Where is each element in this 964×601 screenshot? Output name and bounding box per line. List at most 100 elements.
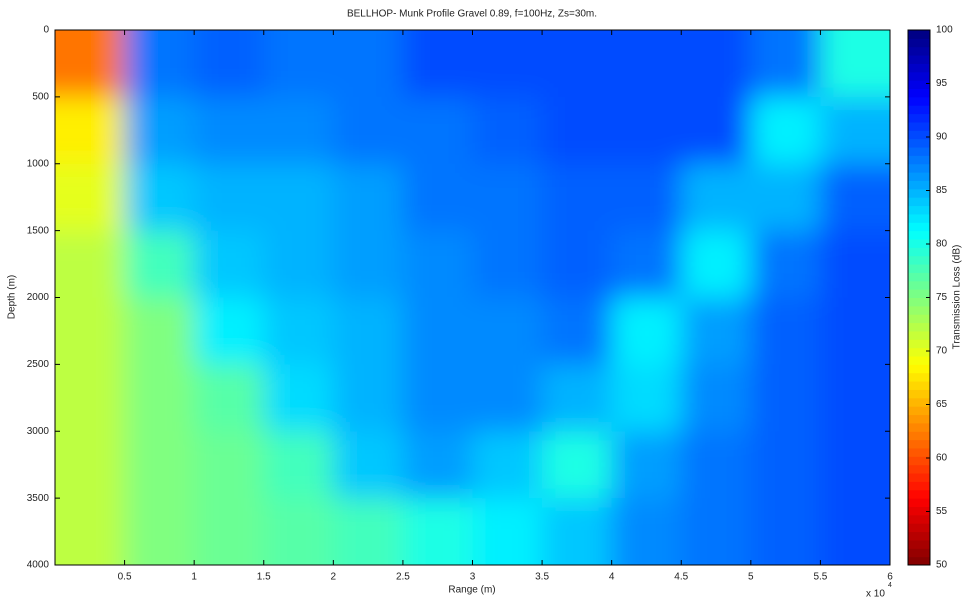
heatmap-cell (55, 230, 126, 298)
heatmap-cell (55, 431, 126, 499)
heatmap-cell (55, 96, 126, 165)
heatmap-cell (472, 163, 543, 232)
colorbar-segment (908, 456, 930, 466)
heatmap-cell (611, 96, 682, 165)
colorbar-segment (908, 280, 930, 290)
colorbar-segment (908, 523, 930, 533)
colorbar-segment (908, 188, 930, 198)
heatmap-cell (55, 364, 126, 432)
heatmap-cell (402, 431, 473, 499)
heatmap-cell (611, 230, 682, 298)
y-tick-label: 3500 (27, 493, 50, 504)
heatmap-cell (820, 431, 890, 499)
heatmap-cell (263, 163, 334, 232)
heatmap-cell (611, 498, 682, 565)
colorbar-label: Transmission Loss (dB) (952, 245, 963, 350)
colorbar-segment (908, 46, 930, 56)
colorbar-segment (908, 264, 930, 273)
colorbar-tick-label: 55 (936, 506, 948, 517)
colorbar-segment (908, 498, 930, 507)
colorbar-segment (908, 422, 930, 432)
y-tick-label: 3000 (27, 426, 50, 437)
colorbar-segment (908, 96, 930, 106)
heatmap-cell (402, 297, 473, 365)
heatmap-cell (333, 498, 404, 565)
colorbar-segment (908, 447, 930, 457)
heatmap-cell (750, 163, 821, 232)
colorbar-segment (908, 406, 930, 416)
heatmap-cell (472, 30, 543, 98)
x-tick-label: 5 (748, 572, 754, 583)
y-tick-label: 1000 (27, 158, 50, 169)
heatmap-cell (333, 30, 404, 98)
x-tick-label: 4 (609, 572, 615, 583)
heatmap-cell (333, 96, 404, 165)
colorbar-tick-label: 50 (936, 560, 948, 571)
colorbar (908, 30, 930, 566)
colorbar-segment (908, 473, 930, 482)
colorbar-segment (908, 138, 930, 148)
heatmap-cell (542, 163, 613, 232)
heatmap-cell (750, 498, 821, 565)
colorbar-segment (908, 439, 930, 449)
heatmap-cell (750, 297, 821, 365)
heatmap-cell (820, 96, 890, 165)
colorbar-segment (908, 38, 930, 48)
colorbar-segment (908, 155, 930, 165)
heatmap-cell (542, 30, 613, 98)
heatmap-cell (472, 96, 543, 165)
colorbar-tick-label: 90 (936, 132, 948, 143)
y-tick-label: 4000 (27, 560, 50, 571)
colorbar-segment (908, 105, 930, 115)
colorbar-segment (908, 121, 930, 131)
x-tick-label: 6 (887, 572, 893, 583)
heatmap-cell (750, 96, 821, 165)
colorbar-segment (908, 514, 930, 524)
heatmap-cell (472, 297, 543, 365)
colorbar-segment (908, 330, 930, 340)
heatmap-cell (55, 297, 126, 365)
colorbar-segment (908, 347, 930, 357)
colorbar-tick-label: 65 (936, 399, 948, 410)
colorbar-segment (908, 539, 930, 549)
heatmap-cell (611, 431, 682, 499)
x-tick-label: 5.5 (813, 572, 827, 583)
colorbar-tick-label: 95 (936, 78, 948, 89)
colorbar-segment (908, 63, 930, 73)
x-tick-label: 2.5 (396, 572, 410, 583)
heatmap-cell (263, 30, 334, 98)
colorbar-segment (908, 339, 930, 349)
colorbar-segment (908, 197, 930, 207)
colorbar-segment (908, 556, 930, 566)
heatmap-cell (124, 96, 195, 165)
colorbar-tick-label: 100 (936, 25, 953, 36)
x-tick-label: 4.5 (674, 572, 688, 583)
y-tick-label: 2500 (27, 359, 50, 370)
colorbar-segment (908, 414, 930, 424)
heatmap-cell (820, 498, 890, 565)
colorbar-tick-label: 80 (936, 239, 948, 250)
colorbar-tick-label: 60 (936, 453, 948, 464)
heatmap-cell (402, 96, 473, 165)
y-tick-label: 500 (32, 92, 49, 103)
heatmap-cell (333, 230, 404, 298)
colorbar-segment (908, 356, 930, 365)
heatmap-cell (194, 297, 265, 365)
colorbar-segment (908, 481, 930, 491)
x-tick-label: 1 (191, 572, 197, 583)
heatmap-cell (681, 498, 752, 565)
heatmap-cell (333, 431, 404, 499)
heatmap-cell (55, 163, 126, 232)
heatmap-cell (681, 431, 752, 499)
heatmap-cell (263, 364, 334, 432)
heatmap-cell (542, 297, 613, 365)
heatmap-cell (333, 364, 404, 432)
x-multiplier: x 10 (866, 589, 885, 600)
heatmap-cell (820, 230, 890, 298)
heatmap-cell (124, 431, 195, 499)
colorbar-segment (908, 289, 930, 298)
chart-title: BELLHOP- Munk Profile Gravel 0.89, f=100… (347, 9, 597, 20)
heatmap-cell (263, 431, 334, 499)
heatmap-cell (194, 498, 265, 565)
colorbar-segment (908, 389, 930, 399)
